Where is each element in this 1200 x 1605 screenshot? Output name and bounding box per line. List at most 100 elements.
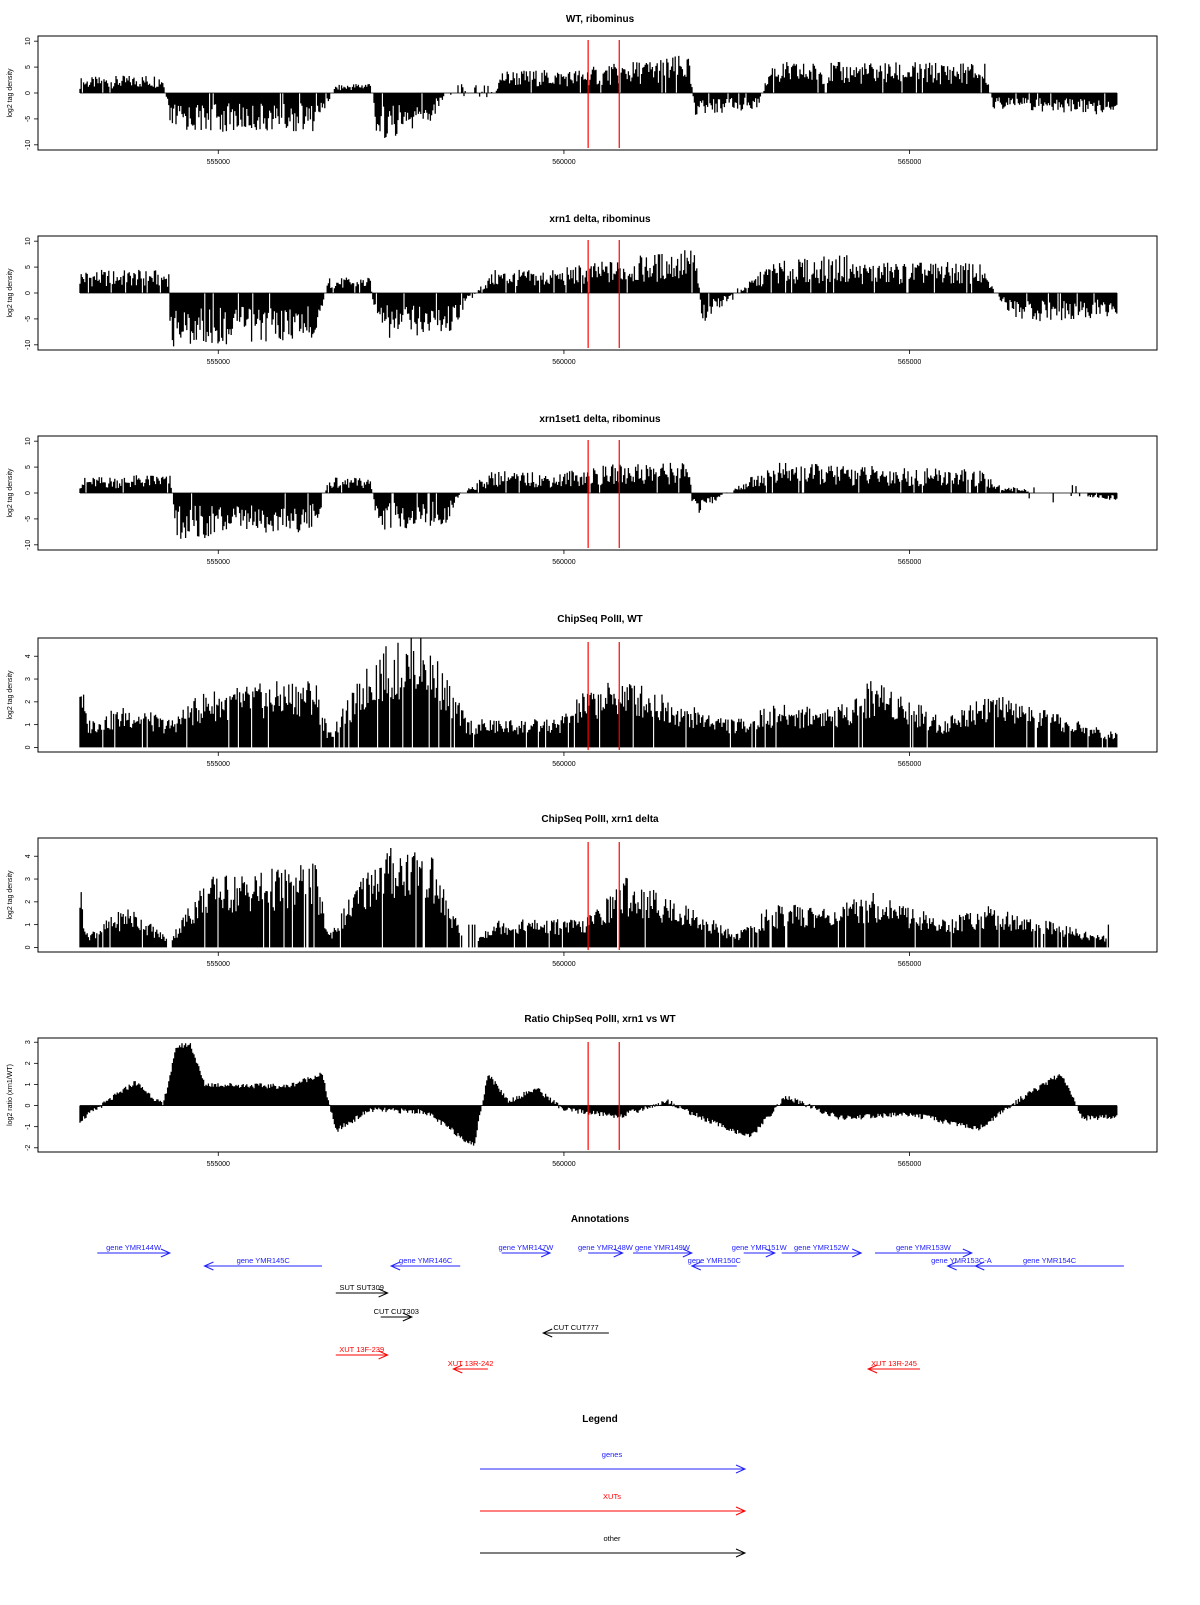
x-tick-label: 560000 bbox=[552, 559, 575, 566]
x-tick-label: 560000 bbox=[552, 359, 575, 366]
y-tick-label: 0 bbox=[25, 491, 32, 495]
x-tick-label: 555000 bbox=[207, 761, 230, 768]
feature-label: gene YMR145C bbox=[237, 1256, 291, 1265]
feature-label: gene YMR153W bbox=[896, 1243, 952, 1252]
legend-item-genes: genes bbox=[480, 1450, 747, 1474]
signal-bars bbox=[79, 250, 1118, 347]
y-tick-label: -5 bbox=[25, 116, 32, 122]
x-tick-label: 565000 bbox=[898, 359, 921, 366]
annotations-track: Annotations gene YMR144W gene YMR145C gene … bbox=[97, 1214, 1124, 1374]
x-tick-label: 555000 bbox=[207, 359, 230, 366]
feature-arrowhead bbox=[974, 1261, 985, 1271]
x-tick-label: 565000 bbox=[898, 559, 921, 566]
signal-bars bbox=[79, 848, 1110, 948]
feature-arrowhead bbox=[389, 1261, 401, 1271]
y-tick-label: -10 bbox=[25, 340, 32, 350]
legend-title: Legend bbox=[582, 1414, 618, 1425]
chart-panel-2: xrn1 delta, ribominus -10 -5 0 5 10 log2 tag d… bbox=[7, 214, 1158, 366]
feature-label: gene YMR148W bbox=[578, 1243, 634, 1252]
chart-title: ChipSeq PolII, xrn1 delta bbox=[541, 814, 659, 825]
annotations-title: Annotations bbox=[571, 1214, 630, 1225]
y-tick-label: -1 bbox=[25, 1123, 32, 1129]
feature-label: CUT CUT303 bbox=[374, 1307, 419, 1316]
feature-gene-ymr153w: gene YMR153W bbox=[875, 1243, 974, 1258]
legend-item-other: other bbox=[480, 1534, 747, 1558]
legend-item-xuts: XUTs bbox=[480, 1492, 747, 1516]
y-tick-label: 4 bbox=[25, 654, 32, 658]
chart-title: xrn1 delta, ribominus bbox=[549, 214, 651, 225]
feature-label: XUT 13F-239 bbox=[339, 1345, 384, 1354]
y-tick-label: 0 bbox=[25, 745, 32, 749]
feature-xut-13r-245: XUT 13R-245 bbox=[866, 1359, 920, 1374]
legend-arrowhead bbox=[735, 1548, 747, 1558]
legend: Legend genes XUTs other bbox=[480, 1414, 747, 1558]
x-tick-label: 555000 bbox=[207, 559, 230, 566]
signal-bars bbox=[79, 55, 1118, 138]
y-tick-label: -2 bbox=[25, 1145, 32, 1151]
y-axis-label: log2 tag density bbox=[7, 870, 14, 920]
feature-label: gene YMR149W bbox=[635, 1243, 691, 1252]
y-tick-label: 3 bbox=[25, 877, 32, 881]
y-axis-label: log2 tag density bbox=[7, 468, 14, 518]
chart-title: Ratio ChipSeq PolII, xrn1 vs WT bbox=[524, 1014, 675, 1025]
y-tick-label: 1 bbox=[25, 923, 32, 927]
x-tick-label: 560000 bbox=[552, 159, 575, 166]
x-tick-label: 555000 bbox=[207, 961, 230, 968]
feature-arrowhead bbox=[540, 1248, 552, 1258]
feature-gene-ymr154c: gene YMR154C bbox=[974, 1256, 1124, 1271]
legend-label: genes bbox=[602, 1450, 623, 1459]
chart-title: WT, ribominus bbox=[566, 14, 635, 25]
y-tick-label: 3 bbox=[25, 677, 32, 681]
y-tick-label: 5 bbox=[25, 265, 32, 269]
feature-gene-ymr148w: gene YMR148W bbox=[578, 1243, 634, 1258]
plot-frame bbox=[37, 837, 1158, 953]
feature-label: gene YMR144W bbox=[106, 1243, 162, 1252]
feature-gene-ymr146c: gene YMR146C bbox=[389, 1256, 461, 1271]
signal-bars bbox=[79, 462, 1118, 539]
y-tick-label: 1 bbox=[25, 1082, 32, 1086]
feature-gene-ymr144w: gene YMR144W bbox=[97, 1243, 172, 1258]
signal-bars bbox=[79, 1043, 1118, 1146]
y-axis-label: log2 tag density bbox=[7, 68, 14, 118]
x-tick-label: 555000 bbox=[207, 1161, 230, 1168]
legend-arrowhead bbox=[735, 1464, 747, 1474]
feature-arrowhead bbox=[378, 1350, 389, 1360]
x-tick-label: 565000 bbox=[898, 961, 921, 968]
y-tick-label: 10 bbox=[25, 437, 32, 445]
feature-arrowhead bbox=[378, 1288, 389, 1298]
feature-label: gene YMR151W bbox=[732, 1243, 788, 1252]
feature-cut-cut777: CUT CUT777 bbox=[541, 1323, 609, 1338]
legend-arrowhead bbox=[735, 1506, 747, 1516]
feature-label: CUT CUT777 bbox=[553, 1323, 598, 1332]
y-tick-label: 10 bbox=[25, 237, 32, 245]
feature-label: gene YMR154C bbox=[1023, 1256, 1077, 1265]
y-tick-label: -10 bbox=[25, 140, 32, 150]
y-tick-label: -10 bbox=[25, 540, 32, 550]
chart-title: xrn1set1 delta, ribominus bbox=[539, 414, 661, 425]
y-axis-label: log2 ratio (xrn1/WT) bbox=[7, 1064, 14, 1126]
feature-arrowhead bbox=[946, 1261, 957, 1271]
feature-label: SUT SUT309 bbox=[339, 1283, 383, 1292]
x-tick-label: 560000 bbox=[552, 961, 575, 968]
feature-gene-ymr149w: gene YMR149W bbox=[633, 1243, 694, 1258]
y-tick-label: 3 bbox=[25, 1040, 32, 1044]
feature-label: gene YMR152W bbox=[794, 1243, 850, 1252]
y-tick-label: 5 bbox=[25, 465, 32, 469]
y-tick-label: -5 bbox=[25, 516, 32, 522]
feature-arrowhead bbox=[402, 1312, 414, 1322]
x-tick-label: 565000 bbox=[898, 1161, 921, 1168]
x-tick-label: 555000 bbox=[207, 159, 230, 166]
feature-arrowhead bbox=[682, 1248, 694, 1258]
feature-gene-ymr150c: gene YMR150C bbox=[688, 1256, 742, 1271]
feature-arrowhead bbox=[203, 1261, 214, 1271]
y-tick-label: -5 bbox=[25, 316, 32, 322]
chart-title: ChipSeq PolII, WT bbox=[557, 614, 643, 625]
y-axis-label: log2 tag density bbox=[7, 268, 14, 318]
y-tick-label: 5 bbox=[25, 65, 32, 69]
feature-gene-ymr145c: gene YMR145C bbox=[203, 1256, 322, 1271]
plot-frame bbox=[37, 1037, 1158, 1153]
y-tick-label: 1 bbox=[25, 723, 32, 727]
feature-arrowhead bbox=[866, 1364, 878, 1374]
feature-label: gene YMR150C bbox=[688, 1256, 742, 1265]
x-tick-label: 565000 bbox=[898, 159, 921, 166]
